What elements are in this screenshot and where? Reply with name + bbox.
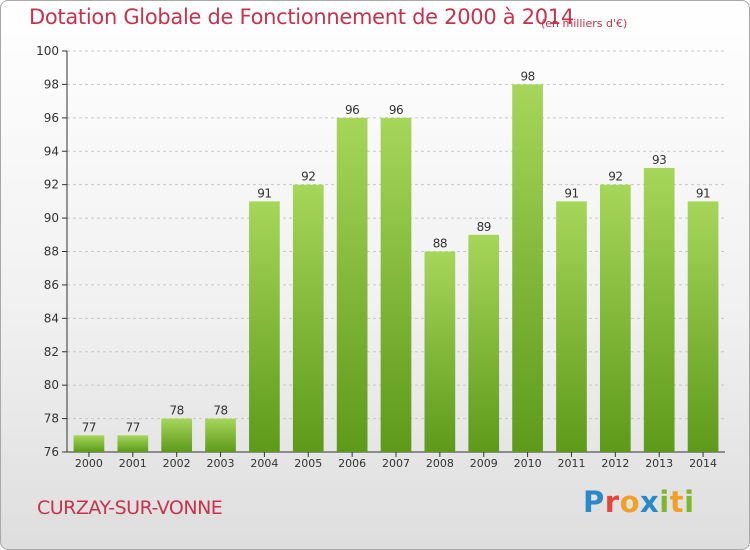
bar [424,251,456,452]
x-tick-label: 2013 [645,457,673,470]
data-label: 91 [564,186,578,200]
x-tick-label: 2003 [207,457,235,470]
logo-letter: o [619,485,641,519]
x-tick-label: 2011 [557,457,585,470]
x-tick-label: 2009 [470,457,498,470]
data-label: 77 [126,420,140,434]
logo-letter: P [583,485,605,519]
bar [205,418,236,452]
y-tick-label: 90 [44,211,59,225]
bar [687,201,719,452]
bars [73,84,719,453]
y-tick-label: 80 [44,378,59,392]
data-label: 88 [433,237,447,251]
x-tick-label: 2007 [382,457,410,470]
bar [643,167,675,453]
y-tick-label: 84 [44,311,59,325]
x-tick-label: 2010 [514,457,542,470]
bar [73,435,105,452]
y-tick-label: 82 [44,345,59,359]
data-label: 89 [477,220,491,234]
data-label: 92 [608,170,622,184]
logo-letter: t [669,485,685,519]
x-tick-label: 2001 [119,457,147,470]
chart-title: Dotation Globale de Fonctionnement de 20… [29,5,574,29]
bar [249,201,280,452]
logo-letter: i [659,485,670,519]
x-tick-label: 2004 [250,457,278,470]
proxiti-logo: Proxiti [583,485,695,519]
bar [380,117,412,452]
y-tick-label: 96 [44,111,59,125]
data-label: 98 [520,69,534,83]
data-label: 77 [82,420,96,434]
logo-letter: x [640,485,660,519]
x-tick-label: 2014 [689,457,717,470]
y-tick-label: 94 [44,144,59,158]
logo-letter: r [604,485,620,519]
data-label: 78 [213,404,227,418]
data-label: 91 [696,186,710,200]
bar [161,418,193,452]
bar [336,117,368,452]
y-tick-label: 98 [44,77,59,91]
x-tick-label: 2008 [426,457,454,470]
data-label: 96 [389,103,403,117]
data-label: 96 [345,103,359,117]
logo-letter: i [684,485,695,519]
chart-subtitle: (en milliers d'€) [541,17,628,30]
data-label: 91 [257,186,271,200]
x-tick-label: 2012 [601,457,629,470]
y-tick-label: 76 [44,445,59,459]
bar [556,201,587,452]
x-tick-label: 2006 [338,457,366,470]
x-tick-label: 2002 [163,457,191,470]
y-tick-label: 86 [44,278,59,292]
y-tick-label: 78 [44,412,59,426]
x-tick-label: 2005 [294,457,322,470]
bar [117,435,149,452]
y-tick-label: 88 [44,245,59,259]
data-label: 78 [170,404,184,418]
bar [292,184,324,452]
commune-name: CURZAY-SUR-VONNE [37,497,223,519]
y-tick-label: 92 [44,178,59,192]
data-labels: 77 77 78 78 91 92 96 96 88 89 98 91 92 93 91 [82,69,711,434]
bar [468,234,500,452]
bar [512,84,543,453]
bar [599,184,631,452]
data-label: 92 [301,170,315,184]
x-tick-label: 2000 [75,457,103,470]
data-label: 93 [652,153,666,167]
axes: 76 78 80 82 84 86 88 90 92 94 96 98 100 2000 2001 2002 2… [36,44,725,470]
y-tick-label: 100 [36,44,59,58]
